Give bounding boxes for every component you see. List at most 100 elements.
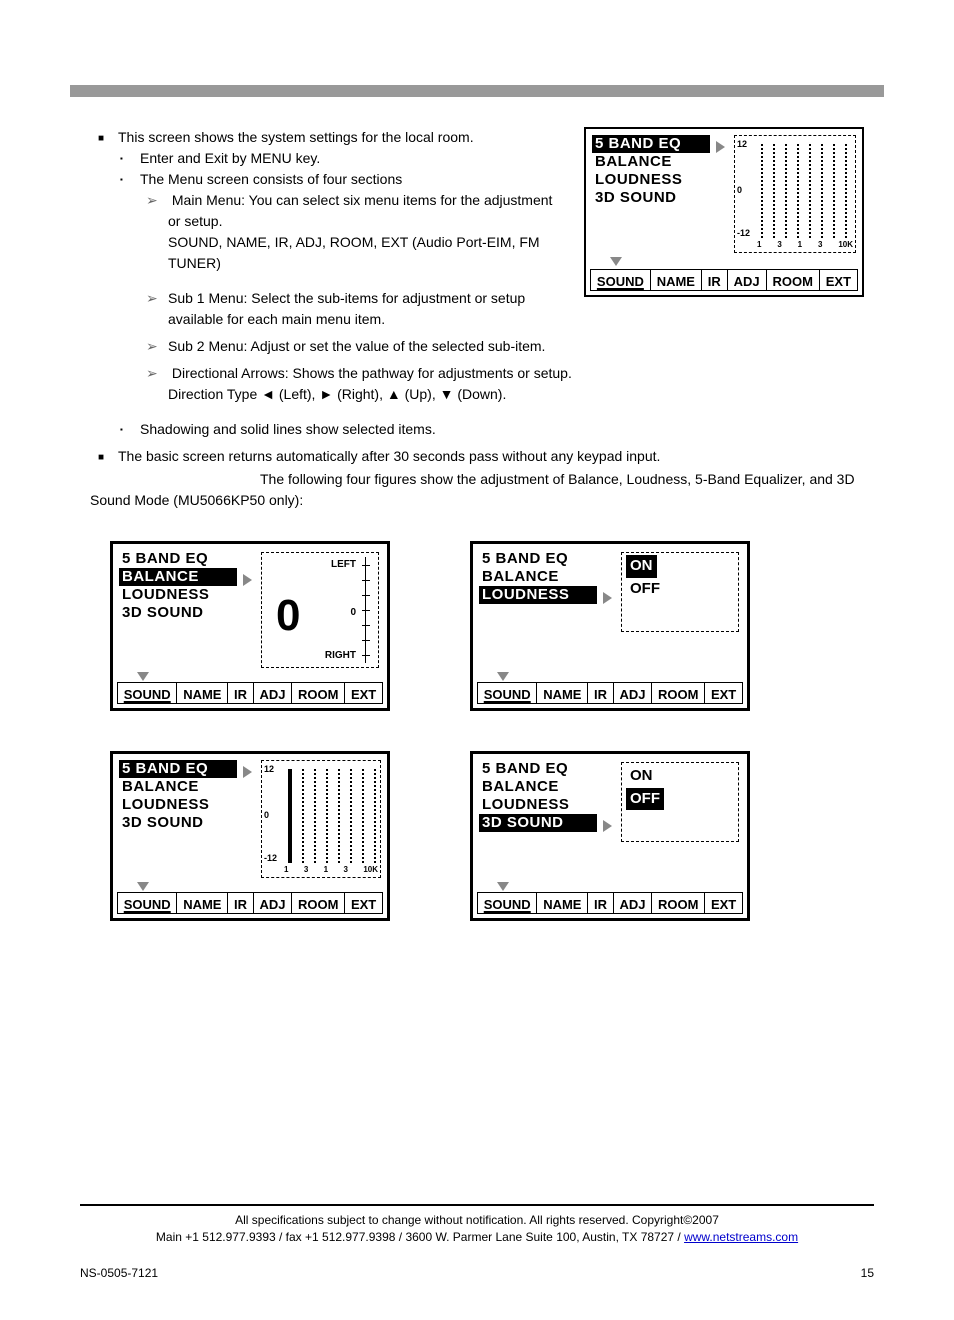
- eq-mid: 0: [737, 184, 742, 198]
- m: LOUDNESS: [479, 796, 597, 814]
- arrow-down-icon: [610, 257, 622, 266]
- m: BALANCE: [479, 568, 597, 586]
- f: 1: [757, 239, 761, 251]
- arrow-down-icon: [137, 882, 149, 891]
- figure-main: 5 BAND EQ BALANCE LOUDNESS 3D SOUND 12 0…: [584, 127, 864, 297]
- opt-on: ON: [626, 555, 657, 578]
- m: 5 BAND EQ: [119, 760, 237, 778]
- bullet-sub3: Shadowing and solid lines show selected …: [140, 419, 864, 440]
- figure-3dsound: 5 BAND EQ BALANCE LOUDNESS 3D SOUND ON O…: [470, 751, 750, 921]
- bullet-main2: The basic screen returns automatically a…: [118, 446, 864, 467]
- f: 1: [324, 864, 328, 876]
- footer-rule: [80, 1204, 874, 1206]
- t: EXT: [705, 683, 742, 703]
- paragraph: The following four figures show the adju…: [90, 469, 864, 511]
- bal-right: RIGHT: [325, 648, 356, 663]
- tab-adj: ADJ: [728, 270, 767, 290]
- t: SOUND: [118, 683, 177, 703]
- menu-loudness: LOUDNESS: [592, 171, 710, 189]
- header-bar: [70, 85, 884, 97]
- t: ROOM: [292, 683, 345, 703]
- bullet-arrow3: Sub 2 Menu: Adjust or set the value of t…: [168, 336, 864, 357]
- l: 12: [264, 763, 274, 777]
- l: 0: [264, 809, 269, 823]
- m: 5 BAND EQ: [479, 550, 597, 568]
- m: 3D SOUND: [119, 604, 237, 622]
- t: ROOM: [292, 893, 345, 913]
- t: Directional Arrows: Shows the pathway fo…: [172, 365, 572, 381]
- t: ADJ: [254, 893, 293, 913]
- t: SOUND: [478, 683, 537, 703]
- t: ROOM: [652, 683, 705, 703]
- tab-ir: IR: [702, 270, 728, 290]
- t: IR: [588, 893, 614, 913]
- f: 3: [818, 239, 822, 251]
- opt-off: OFF: [626, 788, 664, 811]
- m: LOUDNESS: [119, 586, 237, 604]
- bal-left: LEFT: [331, 557, 356, 572]
- footer-line1: All specifications subject to change wit…: [235, 1213, 719, 1227]
- f: 3: [304, 864, 308, 876]
- t: ADJ: [254, 683, 293, 703]
- figure-balance: 5 BAND EQ BALANCE LOUDNESS 3D SOUND LEFT…: [110, 541, 390, 711]
- menu-3dsound: 3D SOUND: [592, 189, 710, 207]
- opt-on: ON: [626, 765, 657, 788]
- arrow-down-icon: [137, 672, 149, 681]
- tab-ext: EXT: [820, 270, 857, 290]
- t: EXT: [705, 893, 742, 913]
- t: IR: [228, 683, 254, 703]
- m: BALANCE: [119, 778, 237, 796]
- footer-line2: Main +1 512.977.9393 / fax +1 512.977.93…: [156, 1230, 684, 1244]
- t: Main Menu: You can select six menu items…: [168, 192, 552, 229]
- tab-room: ROOM: [767, 270, 820, 290]
- m: BALANCE: [119, 568, 237, 586]
- t: ADJ: [614, 683, 653, 703]
- f: 10K: [838, 239, 853, 251]
- eq-top: 12: [737, 138, 747, 152]
- bal-value: 0: [276, 583, 300, 649]
- t: EXT: [345, 893, 382, 913]
- m: 5 BAND EQ: [119, 550, 237, 568]
- t: NAME: [177, 683, 228, 703]
- footer: All specifications subject to change wit…: [80, 1212, 874, 1246]
- m: 5 BAND EQ: [479, 760, 597, 778]
- f: 1: [798, 239, 802, 251]
- t: SOUND: [478, 893, 537, 913]
- arrow-right-icon: [243, 574, 252, 586]
- onoff-display2: ON OFF: [621, 762, 739, 842]
- balance-display: LEFT 0 RIGHT 0: [261, 552, 379, 668]
- arrow-right-icon: [603, 592, 612, 604]
- t: NAME: [537, 893, 588, 913]
- t: SOUND, NAME, IR, ADJ, ROOM, EXT (Audio P…: [168, 234, 540, 271]
- onoff-display: ON OFF: [621, 552, 739, 632]
- arrow-right-icon: [716, 141, 725, 153]
- f: 10K: [363, 864, 378, 876]
- figure-eq: 5 BAND EQ BALANCE LOUDNESS 3D SOUND 12 0…: [110, 751, 390, 921]
- footer-link[interactable]: www.netstreams.com: [684, 1230, 798, 1244]
- m: LOUDNESS: [479, 586, 597, 604]
- arrow-down-icon: [497, 882, 509, 891]
- eq-display2: 12 0 -12 1 3 1 3 10K: [261, 760, 381, 878]
- t: NAME: [177, 893, 228, 913]
- m: 3D SOUND: [119, 814, 237, 832]
- doc-number: NS-0505-7121: [80, 1266, 158, 1280]
- l: -12: [264, 852, 277, 866]
- f: 1: [284, 864, 288, 876]
- tabs: SOUND NAME IR ADJ ROOM EXT: [590, 269, 858, 291]
- menu-balance: BALANCE: [592, 153, 710, 171]
- arrow-down-icon: [497, 672, 509, 681]
- eq-display: 12 0 -12 1 3 1 3 10K: [734, 135, 856, 253]
- bullet-arrow4: Directional Arrows: Shows the pathway fo…: [168, 363, 864, 405]
- t: EXT: [345, 683, 382, 703]
- arrow-right-icon: [243, 766, 252, 778]
- t: IR: [588, 683, 614, 703]
- t: Direction Type ◄ (Left), ► (Right), ▲ (U…: [168, 386, 506, 402]
- t: SOUND: [118, 893, 177, 913]
- body-content: 5 BAND EQ BALANCE LOUDNESS 3D SOUND 12 0…: [0, 97, 954, 921]
- menu-5bandeq: 5 BAND EQ: [592, 135, 710, 153]
- arrow-right-icon: [603, 820, 612, 832]
- figure-loudness: 5 BAND EQ BALANCE LOUDNESS ON OFF SOUND …: [470, 541, 750, 711]
- tab-name: NAME: [651, 270, 702, 290]
- t: ADJ: [614, 893, 653, 913]
- m: 3D SOUND: [479, 814, 597, 832]
